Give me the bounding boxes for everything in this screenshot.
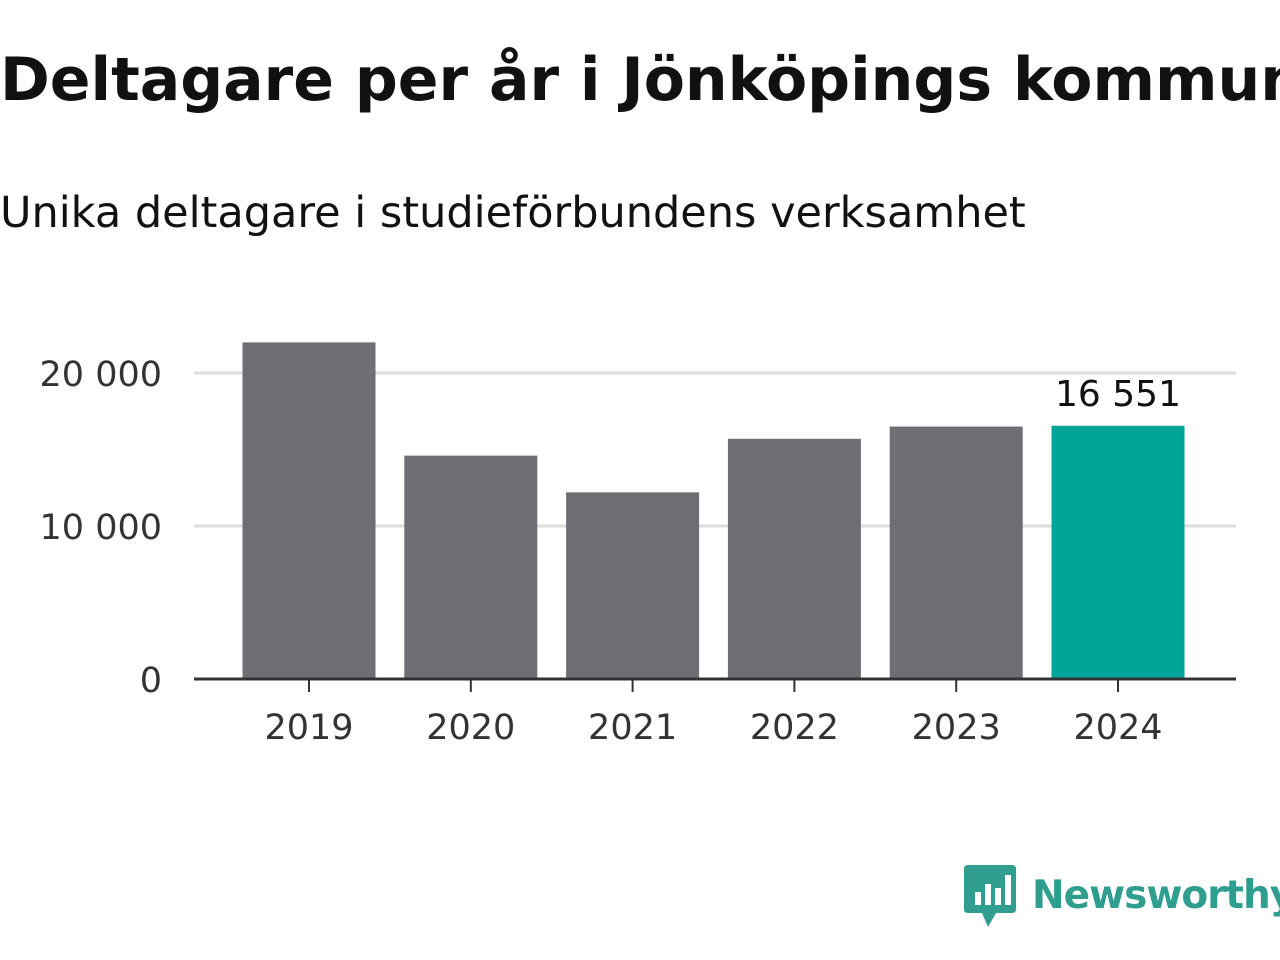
- brand-name: Newsworthy: [1032, 873, 1280, 918]
- y-tick-label: 20 000: [40, 355, 162, 395]
- chart-title: Deltagare per år i Jönköpings kommun: [0, 45, 1280, 115]
- y-tick-label: 0: [140, 661, 162, 701]
- bar-2021: [566, 492, 700, 679]
- chart-subtitle: Unika deltagare i studieförbundens verks…: [0, 188, 1026, 238]
- bar-2022: [727, 438, 861, 679]
- bar-2024: [1051, 425, 1185, 679]
- x-tick-label: 2023: [912, 708, 1001, 748]
- value-label-2024: 16 551: [1055, 374, 1181, 415]
- x-tick-label: 2019: [264, 708, 353, 748]
- bars: [242, 342, 1185, 679]
- x-tick-label: 2021: [588, 708, 677, 748]
- x-tick-label: 2024: [1073, 708, 1162, 748]
- data-labels: 16 551: [1055, 374, 1181, 415]
- bar-2020: [404, 455, 538, 679]
- x-axis-ticks: 2019 2020 2021 2022 2023 2024: [264, 679, 1163, 748]
- x-tick-label: 2020: [426, 708, 515, 748]
- newsworthy-logo: Newsworthy: [964, 864, 1280, 928]
- bar-2019: [242, 342, 376, 679]
- bar-chart-speech-bubble-icon: [964, 865, 1016, 927]
- bar-2023: [889, 426, 1023, 679]
- y-axis-ticks: 0 10 000 20 000: [40, 355, 162, 701]
- x-tick-label: 2022: [750, 708, 839, 748]
- y-tick-label: 10 000: [40, 508, 162, 548]
